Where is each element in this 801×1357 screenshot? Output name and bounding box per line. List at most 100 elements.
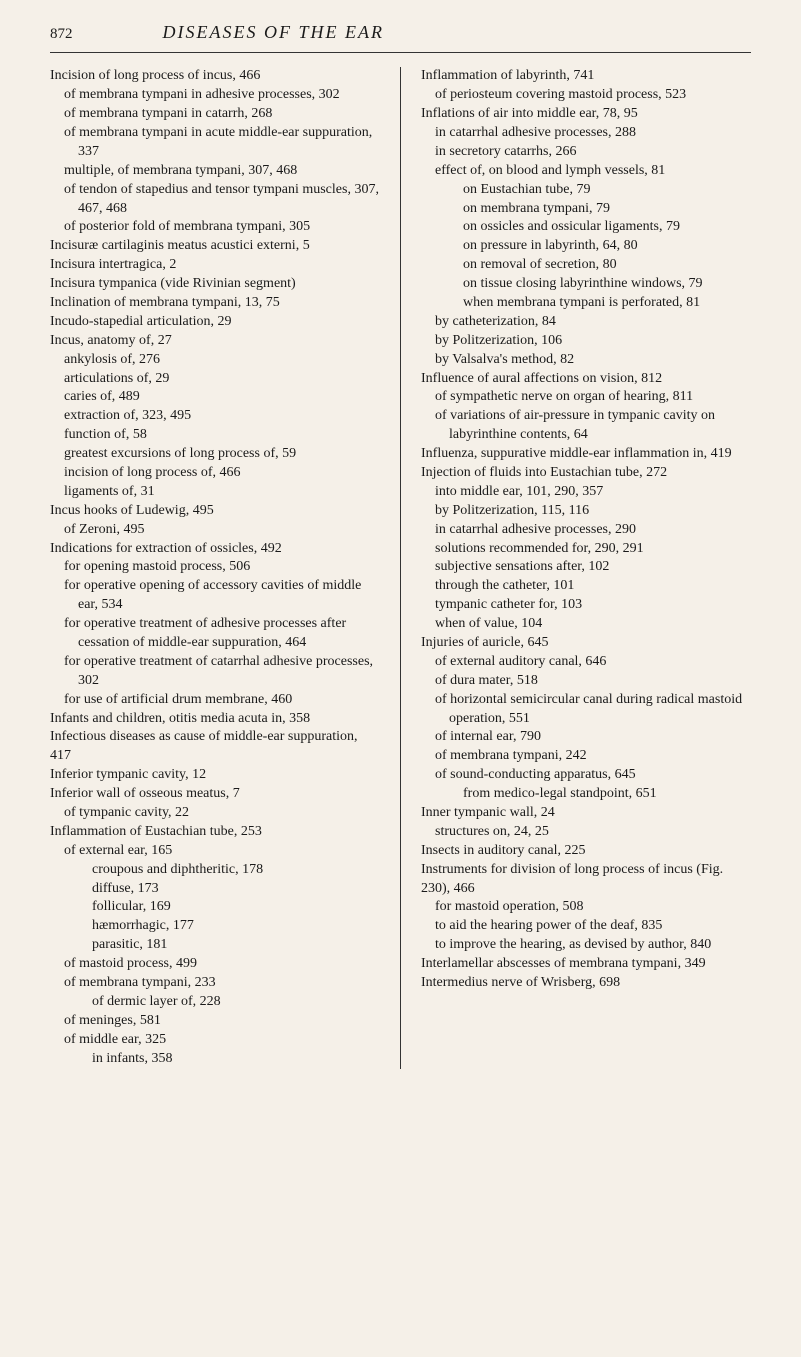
index-entry: of middle ear, 325 [50, 1031, 380, 1050]
index-entry: Incision of long process of incus, 466 [50, 67, 380, 86]
index-entry: parasitic, 181 [50, 936, 380, 955]
index-entry: Incus, anatomy of, 27 [50, 332, 380, 351]
index-entry: Inferior tympanic cavity, 12 [50, 766, 380, 785]
index-entry: of dura mater, 518 [421, 672, 751, 691]
index-entry: Inclination of membrana tympani, 13, 75 [50, 294, 380, 313]
index-entry: tympanic catheter for, 103 [421, 596, 751, 615]
index-entry: to improve the hearing, as devised by au… [421, 936, 751, 955]
index-entry: Incisura tympanica (vide Rivinian segmen… [50, 275, 380, 294]
index-entry: ligaments of, 31 [50, 483, 380, 502]
index-entry: of sound-conducting apparatus, 645 [421, 766, 751, 785]
index-entry: Incisuræ cartilaginis meatus acustici ex… [50, 237, 380, 256]
header-divider [50, 52, 751, 53]
index-entry: Insects in auditory canal, 225 [421, 842, 751, 861]
index-entry: of tendon of stapedius and tensor tympan… [50, 181, 380, 219]
index-entry: greatest excursions of long process of, … [50, 445, 380, 464]
index-entry: Inner tympanic wall, 24 [421, 804, 751, 823]
index-entry: of horizontal semicircular canal during … [421, 691, 751, 729]
index-entry: on Eustachian tube, 79 [421, 181, 751, 200]
index-entry: solutions recommended for, 290, 291 [421, 540, 751, 559]
index-entry: on removal of secretion, 80 [421, 256, 751, 275]
index-entry: multiple, of membrana tympani, 307, 468 [50, 162, 380, 181]
index-entry: Incus hooks of Ludewig, 495 [50, 502, 380, 521]
index-entry: structures on, 24, 25 [421, 823, 751, 842]
index-entry: Infectious diseases as cause of middle-e… [50, 728, 380, 766]
index-entry: Incudo-stapedial articulation, 29 [50, 313, 380, 332]
index-entry: croupous and diphtheritic, 178 [50, 861, 380, 880]
index-entry: of membrana tympani in catarrh, 268 [50, 105, 380, 124]
right-column: Inflammation of labyrinth, 741of periost… [421, 67, 751, 1068]
index-entry: of membrana tympani, 242 [421, 747, 751, 766]
index-entry: for operative opening of accessory cavit… [50, 577, 380, 615]
index-entry: of internal ear, 790 [421, 728, 751, 747]
index-entry: of dermic layer of, 228 [50, 993, 380, 1012]
index-entry: of meninges, 581 [50, 1012, 380, 1031]
index-entry: effect of, on blood and lymph vessels, 8… [421, 162, 751, 181]
index-entry: Infants and children, otitis media acuta… [50, 710, 380, 729]
index-entry: Injection of fluids into Eustachian tube… [421, 464, 751, 483]
index-entry: caries of, 489 [50, 388, 380, 407]
index-entry: Incisura intertragica, 2 [50, 256, 380, 275]
index-entry: function of, 58 [50, 426, 380, 445]
index-entry: Inflammation of Eustachian tube, 253 [50, 823, 380, 842]
index-entry: subjective sensations after, 102 [421, 558, 751, 577]
index-entry: when membrana tympani is perforated, 81 [421, 294, 751, 313]
index-entry: in infants, 358 [50, 1050, 380, 1069]
index-entry: of tympanic cavity, 22 [50, 804, 380, 823]
index-entry: Intermedius nerve of Wrisberg, 698 [421, 974, 751, 993]
index-entry: of sympathetic nerve on organ of hearing… [421, 388, 751, 407]
index-entry: Indications for extraction of ossicles, … [50, 540, 380, 559]
page-header: 872 DISEASES OF THE EAR [50, 20, 751, 44]
index-entry: of membrana tympani in acute middle-ear … [50, 124, 380, 162]
index-entry: Inflammation of labyrinth, 741 [421, 67, 751, 86]
index-entry: on pressure in labyrinth, 64, 80 [421, 237, 751, 256]
index-entry: Influence of aural affections on vision,… [421, 370, 751, 389]
index-entry: follicular, 169 [50, 898, 380, 917]
index-entry: by Valsalva's method, 82 [421, 351, 751, 370]
index-entry: extraction of, 323, 495 [50, 407, 380, 426]
index-entry: by Politzerization, 115, 116 [421, 502, 751, 521]
index-entry: Interlamellar abscesses of membrana tymp… [421, 955, 751, 974]
index-entry: in catarrhal adhesive processes, 290 [421, 521, 751, 540]
index-entry: Inflations of air into middle ear, 78, 9… [421, 105, 751, 124]
index-entry: of external ear, 165 [50, 842, 380, 861]
index-entry: incision of long process of, 466 [50, 464, 380, 483]
index-entry: for operative treatment of catarrhal adh… [50, 653, 380, 691]
index-entry: of posterior fold of membrana tympani, 3… [50, 218, 380, 237]
index-entry: of external auditory canal, 646 [421, 653, 751, 672]
page-number: 872 [50, 24, 73, 44]
column-divider [400, 67, 401, 1068]
index-entry: in catarrhal adhesive processes, 288 [421, 124, 751, 143]
index-entry: of Zeroni, 495 [50, 521, 380, 540]
index-entry: for mastoid operation, 508 [421, 898, 751, 917]
index-entry: of variations of air-pressure in tympani… [421, 407, 751, 445]
index-entry: when of value, 104 [421, 615, 751, 634]
index-entry: of membrana tympani in adhesive processe… [50, 86, 380, 105]
index-entry: Inferior wall of osseous meatus, 7 [50, 785, 380, 804]
index-entry: ankylosis of, 276 [50, 351, 380, 370]
index-entry: on tissue closing labyrinthine windows, … [421, 275, 751, 294]
index-entry: for use of artificial drum membrane, 460 [50, 691, 380, 710]
index-entry: diffuse, 173 [50, 880, 380, 899]
index-entry: Instruments for division of long process… [421, 861, 751, 899]
index-entry: on ossicles and ossicular ligaments, 79 [421, 218, 751, 237]
left-column: Incision of long process of incus, 466of… [50, 67, 380, 1068]
index-entry: by Politzerization, 106 [421, 332, 751, 351]
index-entry: in secretory catarrhs, 266 [421, 143, 751, 162]
index-entry: on membrana tympani, 79 [421, 200, 751, 219]
index-entry: of membrana tympani, 233 [50, 974, 380, 993]
index-entry: hæmorrhagic, 177 [50, 917, 380, 936]
index-entry: into middle ear, 101, 290, 357 [421, 483, 751, 502]
index-entry: from medico-legal standpoint, 651 [421, 785, 751, 804]
index-entry: through the catheter, 101 [421, 577, 751, 596]
index-entry: articulations of, 29 [50, 370, 380, 389]
index-entry: of periosteum covering mastoid process, … [421, 86, 751, 105]
index-entry: of mastoid process, 499 [50, 955, 380, 974]
index-entry: Influenza, suppurative middle-ear inflam… [421, 445, 751, 464]
index-entry: for operative treatment of adhesive proc… [50, 615, 380, 653]
index-entry: by catheterization, 84 [421, 313, 751, 332]
index-entry: for opening mastoid process, 506 [50, 558, 380, 577]
index-entry: to aid the hearing power of the deaf, 83… [421, 917, 751, 936]
index-columns: Incision of long process of incus, 466of… [50, 67, 751, 1068]
index-entry: Injuries of auricle, 645 [421, 634, 751, 653]
